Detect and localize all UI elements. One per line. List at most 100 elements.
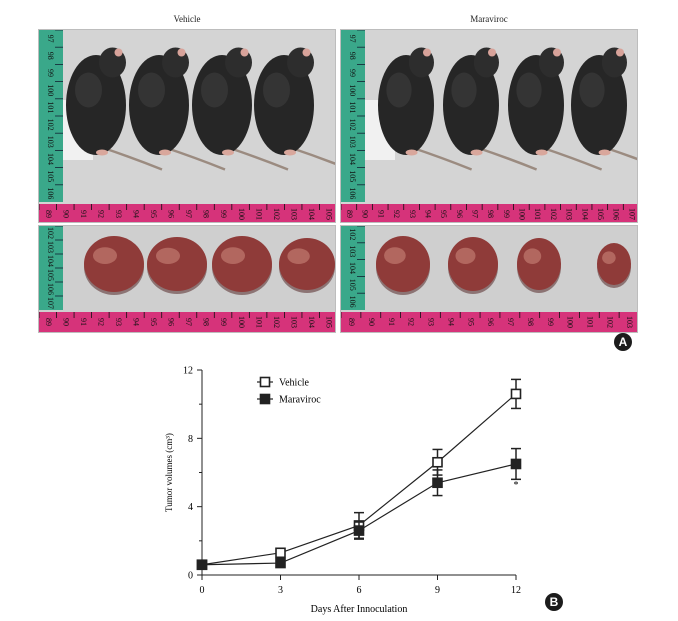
tumor-volume-chart: 0 4 8 12 0 3 6 9 12 Days After Innoculation Tumor … (164, 366, 522, 615)
ruler-number: 96 (455, 210, 464, 218)
tumor (448, 237, 498, 294)
tumor-body (84, 236, 144, 292)
ruler-number: 103 (348, 245, 357, 257)
mouse-fur-highlight (451, 72, 477, 108)
tape-measure-vertical (341, 226, 365, 310)
tumor-body (517, 238, 561, 290)
ruler-number: 91 (79, 318, 88, 326)
legend-label-vehicle: Vehicle (279, 378, 310, 389)
photo-vehicle-mice: 97 98 99 100 101 102 103 104 105 106 89 90 91 92 93 94 9… (38, 29, 336, 223)
ruler-number: 100 (566, 316, 575, 328)
mouse-ear (302, 48, 311, 57)
ruler-number: 93 (427, 318, 436, 326)
tumor-highlight (93, 247, 117, 264)
x-tick-label: 9 (435, 585, 440, 596)
y-tick-label: 12 (183, 366, 193, 377)
photo-vehicle-tumors-image: 102 103 104 105 106 107 89 90 91 92 93 94 95 96 97 98 99… (39, 226, 335, 332)
ruler-number: 90 (61, 210, 70, 218)
x-tick-label: 12 (511, 585, 521, 596)
ruler-number: 95 (466, 318, 475, 326)
ruler-number: 99 (546, 318, 555, 326)
tumor-highlight (156, 247, 180, 264)
ruler-number: 96 (167, 210, 176, 218)
tumor-highlight (287, 248, 310, 264)
mouse-ear (488, 48, 496, 57)
mouse-foot (222, 149, 234, 156)
ruler-number: 97 (184, 318, 193, 326)
ruler-number: 92 (97, 210, 106, 218)
x-tick-label: 6 (357, 585, 362, 596)
ruler-number: 98 (526, 318, 535, 326)
ruler-number: 105 (46, 170, 55, 182)
ruler-number: 105 (348, 279, 357, 291)
ruler-number: 102 (605, 316, 614, 328)
mouse-foot (159, 149, 171, 156)
mouse-fur-highlight (579, 72, 605, 108)
data-point-maraviroc (432, 477, 443, 489)
mouse-ear (616, 48, 624, 57)
tumor-body (212, 236, 272, 292)
mouse-foot (470, 149, 483, 156)
ruler-number: 102 (272, 316, 281, 328)
ruler-number: 104 (307, 208, 316, 220)
ruler-number: 104 (46, 153, 55, 165)
tumor (279, 238, 335, 293)
ruler-number: 90 (367, 318, 376, 326)
ruler-number: 89 (44, 318, 53, 326)
ruler-number: 106 (46, 187, 55, 199)
photo-vehicle-tumors: 102 103 104 105 106 107 89 90 91 92 93 94 95 96 97 98 99… (38, 225, 336, 333)
data-point-vehicle (432, 456, 443, 468)
ruler-number: 96 (167, 318, 176, 326)
mouse (508, 47, 603, 171)
ruler-number: 98 (486, 210, 495, 218)
mouse (378, 47, 473, 171)
mouse-ear (177, 48, 186, 57)
ruler-number: 103 (289, 316, 298, 328)
ruler-number: 105 (596, 208, 605, 220)
y-tick-label: 0 (188, 571, 193, 582)
ruler-number: 100 (46, 84, 55, 96)
ruler-number: 100 (518, 208, 527, 220)
ruler-number: 99 (502, 210, 511, 218)
ruler-number: 100 (237, 316, 246, 328)
data-point-maraviroc (275, 557, 286, 569)
ruler-number: 100 (348, 84, 357, 96)
ruler-number: 105 (348, 170, 357, 182)
mouse-ear (553, 48, 561, 57)
tape-measure-horizontal (39, 312, 335, 332)
ruler-number: 90 (361, 210, 370, 218)
tumor (212, 236, 272, 295)
ruler-number: 93 (114, 210, 123, 218)
mouse (571, 47, 637, 161)
tumor-highlight (221, 247, 245, 264)
ruler-number: 101 (254, 208, 263, 220)
ruler-number: 104 (348, 262, 357, 274)
y-axis-label: Tumor volumes (cm³) (164, 433, 174, 512)
data-point-vehicle (510, 388, 522, 400)
mouse-ear (114, 48, 123, 57)
ruler-number: 96 (486, 318, 495, 326)
ruler-number: 103 (565, 208, 574, 220)
ruler-number: 99 (46, 69, 55, 77)
ruler-number: 99 (348, 69, 357, 77)
ruler-number: 105 (324, 208, 333, 220)
tumor-highlight (455, 247, 476, 264)
y-tick-label: 8 (188, 434, 193, 445)
ruler-number: 91 (387, 318, 396, 326)
legend-label-maraviroc: Maraviroc (279, 395, 321, 406)
tumor-highlight (523, 248, 542, 264)
ruler-number: 92 (97, 318, 106, 326)
data-point-maraviroc (196, 559, 208, 571)
tumor-body (279, 238, 335, 290)
tumor (597, 243, 631, 288)
ruler-number: 104 (580, 208, 589, 220)
ruler-number: 97 (46, 35, 55, 43)
ruler-number: 102 (549, 208, 558, 220)
tumor (517, 238, 561, 293)
x-tick-label: 3 (278, 585, 283, 596)
ruler-number: 103 (348, 136, 357, 148)
tumor-body (448, 237, 498, 291)
mouse-foot (405, 149, 418, 156)
mouse (129, 47, 226, 171)
ruler-number: 101 (348, 101, 357, 113)
